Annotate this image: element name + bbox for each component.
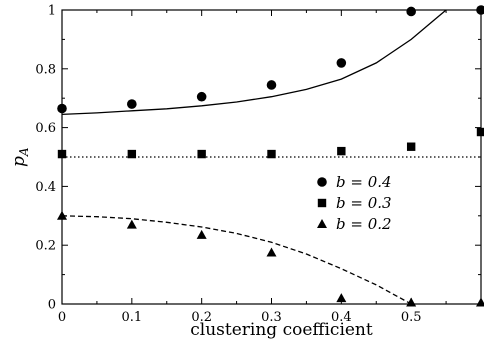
solid-reference-line: [61, 9, 447, 116]
x-tick-label: 0: [58, 310, 66, 325]
legend-label: b = 0.3: [336, 194, 392, 212]
y-axis-title-main: p: [9, 156, 29, 167]
triangle-point-series-2: [336, 293, 347, 303]
square-point-series-1: [267, 149, 276, 159]
y-tick-label: 0.8: [35, 62, 56, 77]
x-tick-label: 0.5: [401, 310, 422, 325]
square-point-series-1: [406, 142, 416, 151]
circle-point-series-0: [127, 99, 137, 109]
square-point-series-1: [127, 149, 137, 159]
circle-point-series-0: [266, 80, 277, 90]
svg-text:pA: pA: [9, 147, 31, 167]
legend-square-icon: [317, 198, 327, 208]
y-tick-label: 0.6: [35, 121, 56, 136]
legend-label: b = 0.4: [336, 173, 392, 191]
triangle-point-series-2: [126, 219, 137, 229]
x-axis-title: clustering coefficient: [190, 320, 373, 340]
legend: b = 0.4 b = 0.3 b = 0.2: [317, 173, 392, 233]
y-axis-title-sub: A: [17, 147, 31, 157]
y-tick-label: 1: [48, 4, 56, 19]
x-tick-label: 0.4: [331, 310, 352, 325]
y-axis-title: pA: [9, 147, 31, 167]
legend-triangle-icon: [317, 219, 327, 228]
tick-labels: 0 0.1 0.2 0.3 0.4 0.5 0 0.2 0.4 0.6 0.8 1: [35, 4, 421, 326]
axis-ticks: [61, 9, 481, 305]
circle-point-series-0: [336, 58, 347, 68]
y-tick-label: 0.4: [35, 180, 56, 195]
triangle-point-series-2: [196, 229, 207, 239]
x-tick-label: 0.3: [261, 310, 282, 325]
circle-point-series-0: [196, 91, 207, 102]
data-markers: [57, 5, 484, 307]
legend-circle-icon: [317, 177, 327, 187]
x-tick-label: 0.2: [191, 310, 212, 325]
x-tick-label: 0.1: [121, 310, 142, 325]
legend-label: b = 0.2: [336, 215, 392, 233]
triangle-point-series-2: [476, 297, 484, 307]
dashed-reference-line: [61, 215, 412, 305]
y-tick-label: 0.2: [35, 239, 56, 254]
triangle-point-series-2: [266, 247, 277, 257]
square-point-series-1: [197, 149, 206, 159]
y-tick-label: 0: [48, 298, 56, 313]
square-point-series-1: [337, 146, 346, 156]
